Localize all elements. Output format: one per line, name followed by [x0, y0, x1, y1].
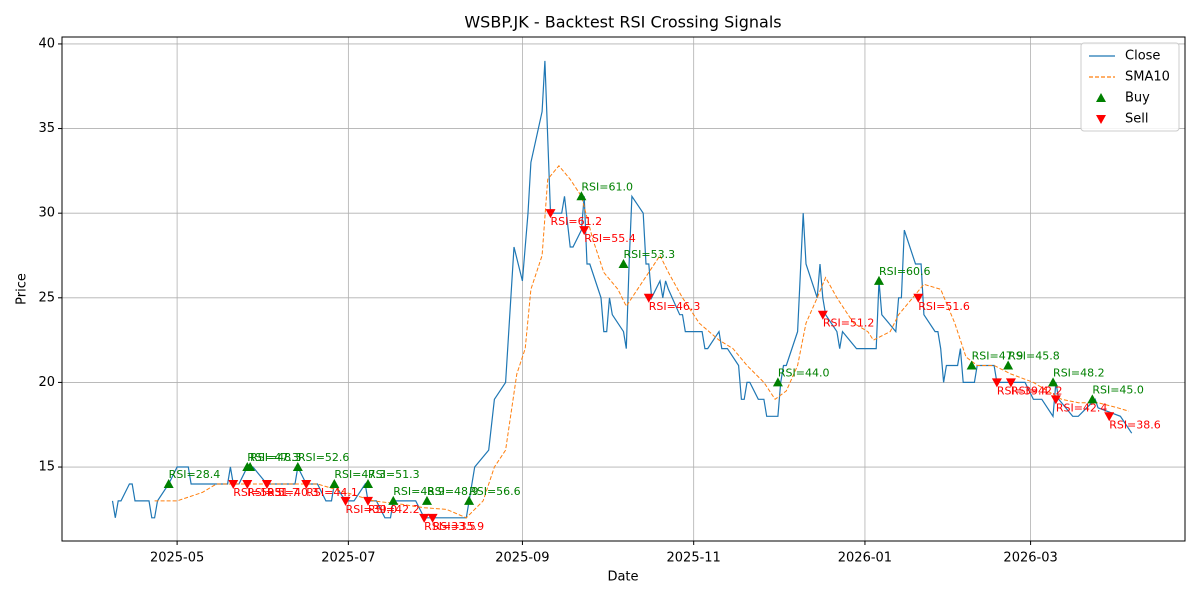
signal-label: RSI=42.2 — [1011, 384, 1063, 397]
signal-marker — [913, 293, 924, 303]
y-tick-label: 20 — [38, 375, 55, 390]
y-tick-label: 25 — [38, 290, 55, 305]
signal-marker — [261, 479, 272, 489]
legend-label: SMA10 — [1125, 70, 1170, 85]
signal-label: RSI=47.9 — [972, 349, 1024, 362]
signal-marker — [388, 495, 399, 505]
signal-marker — [545, 209, 556, 219]
signal-marker — [292, 462, 303, 472]
signal-marker — [772, 377, 783, 387]
signal-marker — [419, 513, 430, 523]
x-tick-label: 2026-03 — [1003, 551, 1057, 566]
y-tick-label: 35 — [38, 121, 55, 136]
signal-label: RSI=51.3 — [368, 468, 420, 481]
signal-label: RSI=44.0 — [778, 366, 830, 379]
signal-label: RSI=48.9 — [427, 485, 479, 498]
x-axis-label: Date — [607, 570, 638, 585]
signal-label: RSI=42.4 — [1056, 401, 1108, 414]
signal-marker — [228, 479, 239, 489]
signal-marker — [329, 478, 340, 488]
signal-label: RSI=48.9 — [393, 485, 445, 498]
signal-label: RSI=45.0 — [1092, 383, 1144, 396]
signal-label: RSI=56.6 — [469, 485, 521, 498]
signal-marker — [817, 310, 828, 320]
signal-label: RSI=47.3 — [247, 451, 299, 464]
signal-marker — [340, 496, 351, 506]
signal-label: RSI=51.2 — [823, 317, 875, 330]
series-line — [154, 165, 1129, 519]
signal-label: RSI=55.4 — [584, 232, 636, 245]
y-tick-label: 30 — [38, 206, 55, 221]
signal-marker — [427, 513, 438, 523]
x-tick-label: 2026-01 — [838, 551, 892, 566]
signal-marker — [421, 495, 432, 505]
series-line — [111, 60, 1133, 519]
signal-label: RSI=61.2 — [551, 215, 603, 228]
legend-label: Buy — [1125, 91, 1150, 106]
signal-label: RSI=35.9 — [433, 520, 485, 533]
legend-marker — [1096, 115, 1106, 124]
x-tick-label: 2025-05 — [150, 551, 204, 566]
signal-marker — [245, 462, 256, 472]
legend-label: Sell — [1125, 112, 1148, 127]
signal-label: RSI=48.2 — [1053, 366, 1105, 379]
y-axis-label: Price — [15, 273, 30, 305]
signal-label: RSI=51.7 — [247, 486, 299, 499]
signal-label: RSI=48.3 — [250, 451, 302, 464]
signal-marker — [1005, 378, 1016, 388]
signal-label: RSI=53.3 — [624, 248, 676, 261]
signal-marker — [1003, 360, 1014, 370]
signal-label: RSI=44.1 — [306, 486, 358, 499]
signal-marker — [242, 479, 253, 489]
signal-label: RSI=39.4 — [997, 384, 1049, 397]
signal-label: RSI=52.6 — [298, 451, 350, 464]
signal-marker — [1104, 412, 1115, 422]
signal-marker — [579, 226, 590, 236]
signal-label: RSI=47.3 — [334, 468, 386, 481]
signal-label: RSI=38.6 — [1109, 418, 1161, 431]
signal-label: RSI=42.2 — [368, 503, 420, 516]
y-tick-label: 40 — [38, 36, 55, 51]
y-tick-label: 15 — [38, 460, 55, 475]
signal-marker — [576, 191, 587, 201]
signal-label: RSI=61.0 — [581, 180, 633, 193]
signal-label: RSI=39.0 — [346, 503, 398, 516]
legend-label: Close — [1125, 49, 1160, 64]
signal-label: RSI=51.6 — [918, 300, 970, 313]
signal-label: RSI=45.8 — [1008, 349, 1060, 362]
signal-label: RSI=50.5 — [233, 486, 285, 499]
signal-label: RSI=28.4 — [169, 468, 221, 481]
signal-marker — [363, 478, 374, 488]
signal-marker — [464, 495, 475, 505]
signal-marker — [643, 293, 654, 303]
signal-marker — [163, 478, 174, 488]
signal-marker — [991, 378, 1002, 388]
signal-marker — [1087, 394, 1098, 404]
signal-marker — [966, 360, 977, 370]
legend-marker — [1096, 93, 1106, 102]
legend-box — [1080, 42, 1180, 132]
signal-marker — [301, 479, 312, 489]
signal-marker — [618, 258, 629, 268]
signal-marker — [363, 496, 374, 506]
x-tick-label: 2025-07 — [321, 551, 375, 566]
x-tick-label: 2025-09 — [495, 551, 549, 566]
signal-label: RSI=33.5 — [424, 520, 476, 533]
signal-label: RSI=40.3 — [267, 486, 319, 499]
signal-label: RSI=60.6 — [879, 265, 931, 278]
plot-frame — [61, 36, 1186, 542]
signal-marker — [873, 275, 884, 285]
signal-label: RSI=46.3 — [649, 300, 701, 313]
chart-title: WSBP.JK - Backtest RSI Crossing Signals — [464, 13, 781, 32]
x-tick-label: 2025-11 — [667, 551, 721, 566]
signal-marker — [1050, 395, 1061, 405]
signal-marker — [1048, 377, 1059, 387]
